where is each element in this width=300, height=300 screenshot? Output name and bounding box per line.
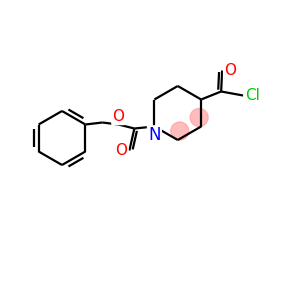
- Text: O: O: [112, 109, 124, 124]
- Text: Cl: Cl: [245, 88, 260, 103]
- Text: N: N: [148, 127, 160, 145]
- Circle shape: [190, 109, 208, 127]
- Circle shape: [171, 122, 189, 140]
- Text: O: O: [224, 63, 236, 78]
- Text: O: O: [116, 143, 128, 158]
